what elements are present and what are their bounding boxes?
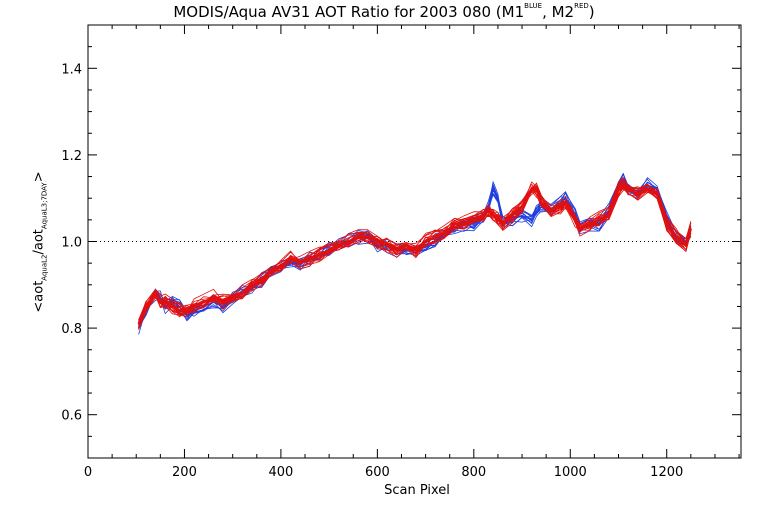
ylabel-sub-l3: AquaL3;7DAY xyxy=(40,182,49,230)
title-sup-red: RED xyxy=(574,2,589,10)
series-2-trace xyxy=(138,188,692,324)
series-2-trace xyxy=(138,183,692,326)
series-2-line xyxy=(137,183,692,325)
y-tick-label: 1.0 xyxy=(61,236,82,251)
y-tick-label: 1.2 xyxy=(61,149,82,164)
x-tick-label: 200 xyxy=(172,465,197,480)
y-tick-label: 0.6 xyxy=(61,409,82,424)
chart-title: MODIS/Aqua AV31 AOT Ratio for 2003 080 (… xyxy=(0,2,768,21)
x-tick-label: 1200 xyxy=(650,465,683,480)
axis-ticks: 0 200 400 600 800 1000 1200 0.6 0.8 1.0 1.2 1.4 xyxy=(61,24,741,480)
ylabel-middle: /aot xyxy=(31,229,47,255)
ylabel-sub-l2: AquaL2 xyxy=(40,254,49,281)
title-prefix: MODIS/Aqua AV31 AOT Ratio for 2003 080 (… xyxy=(173,3,525,21)
series-1-trace xyxy=(138,183,692,335)
x-tick-label: 800 xyxy=(461,465,486,480)
x-axis-label: Scan Pixel xyxy=(384,483,450,498)
title-suffix: ) xyxy=(588,3,595,21)
series-layer xyxy=(137,172,692,335)
series-1-line xyxy=(137,180,692,329)
ylabel-suffix: > xyxy=(31,171,47,183)
y-axis-label: <aotAquaL2/aotAquaL3;7DAY> xyxy=(32,171,49,312)
y-tick-label: 1.4 xyxy=(61,62,82,77)
x-tick-label: 400 xyxy=(268,465,293,480)
x-tick-label: 1000 xyxy=(554,465,587,480)
series-2-trace xyxy=(138,179,692,320)
title-middle: , M2 xyxy=(542,3,575,21)
plot-frame xyxy=(87,24,742,459)
y-tick-label: 0.8 xyxy=(61,322,82,337)
x-tick-label: 600 xyxy=(365,465,390,480)
ylabel-prefix: <aot xyxy=(31,280,47,313)
series-2-bundle xyxy=(137,177,692,330)
x-tick-label: 0 xyxy=(84,465,92,480)
series-2-trace xyxy=(138,182,692,324)
title-sup-blue: BLUE xyxy=(524,2,543,10)
